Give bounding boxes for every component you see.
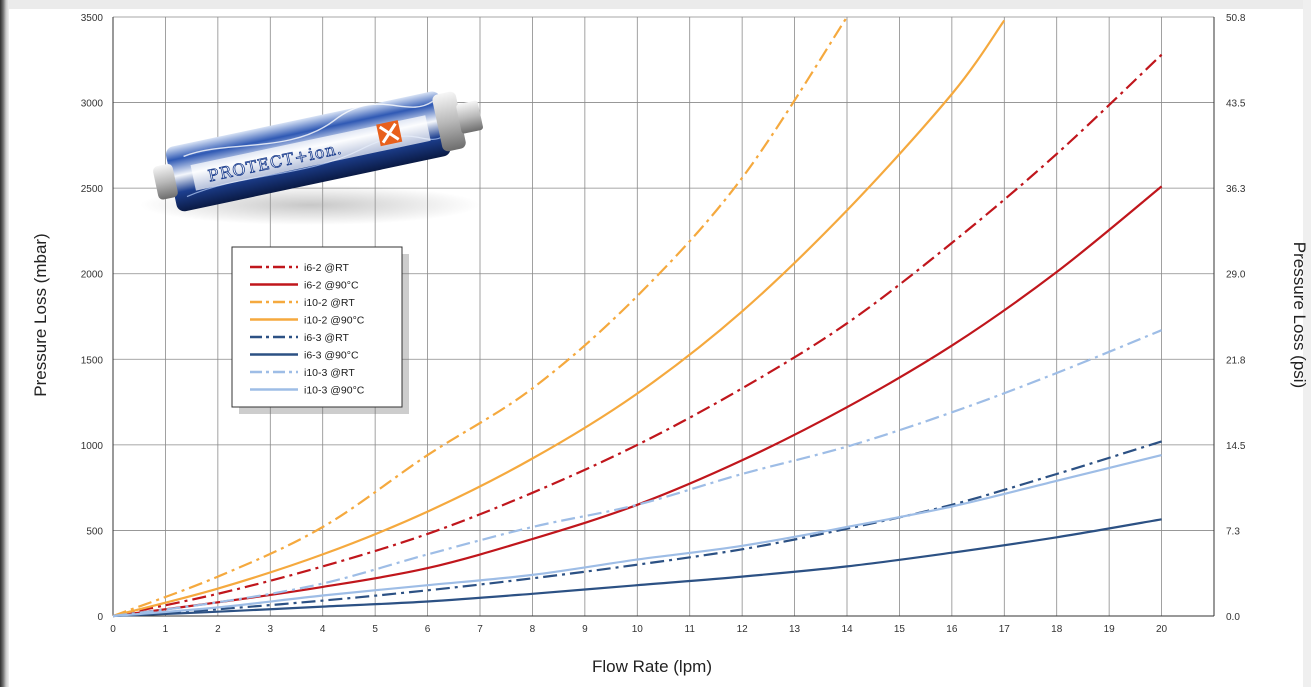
x-tick-label: 10 [632, 624, 644, 635]
x-tick-label: 16 [946, 624, 958, 635]
x-tick-label: 19 [1104, 624, 1116, 635]
series-lines [112, 16, 1163, 618]
y-right-tick-label: 50.8 [1226, 13, 1246, 24]
y-tick-label: 500 [86, 526, 103, 537]
y-right-tick-label: 14.5 [1226, 441, 1246, 452]
y-right-axis-title: Pressure Loss (psi) [1290, 242, 1309, 388]
y-right-tick-label: 7.3 [1226, 526, 1240, 537]
y-axis-title: Pressure Loss (mbar) [31, 233, 50, 396]
series-line-3 [112, 19, 1006, 618]
y-tick-label: 1000 [81, 441, 104, 452]
chart-legend: i6-2 @RT i6-2 @90°C i10-2 @RT i10-2 @90°C i6… [231, 246, 409, 414]
x-tick-label: 1 [163, 624, 169, 635]
x-tick-label: 12 [737, 624, 749, 635]
legend-label: i10-2 @90°C [304, 315, 365, 327]
x-tick-label: 11 [685, 624, 696, 635]
x-tick-label: 15 [894, 624, 906, 635]
x-tick-label: 20 [1156, 624, 1168, 635]
x-tick-label: 5 [372, 624, 378, 635]
tick-labels: 0 1 2 3 4 5 6 7 8 9 10 11 12 13 14 15 16 17 18 19 2005001000… [81, 13, 1246, 635]
series-line-4 [112, 440, 1162, 618]
axes [112, 17, 1215, 617]
x-tick-label: 6 [425, 624, 431, 635]
y-tick-label: 1500 [81, 355, 104, 366]
legend-label: i6-3 @90°C [304, 350, 359, 362]
legend-label: i6-2 @90°C [304, 280, 359, 292]
series-line-0 [112, 53, 1163, 618]
x-tick-label: 0 [110, 624, 116, 635]
y-tick-label: 2000 [81, 270, 104, 281]
product-cartridge-image: PROTECT+ion. [140, 91, 483, 225]
y-tick-label: 0 [97, 612, 103, 623]
y-right-tick-label: 36.3 [1226, 184, 1246, 195]
y-right-tick-label: 43.5 [1226, 99, 1246, 110]
x-tick-label: 7 [477, 624, 483, 635]
y-right-tick-label: 0.0 [1226, 612, 1240, 623]
x-tick-label: 18 [1051, 624, 1063, 635]
y-tick-label: 3000 [81, 99, 104, 110]
series-line-2 [112, 16, 848, 618]
x-tick-label: 17 [999, 624, 1011, 635]
left-frame-strip [0, 0, 9, 687]
y-right-tick-label: 29.0 [1226, 270, 1246, 281]
legend-label: i6-3 @RT [304, 332, 349, 344]
x-tick-label: 3 [268, 624, 274, 635]
x-tick-label: 13 [789, 624, 801, 635]
y-right-tick-label: 21.8 [1226, 355, 1246, 366]
legend-label: i10-3 @RT [304, 367, 355, 379]
x-tick-label: 8 [530, 624, 536, 635]
legend-label: i10-3 @90°C [304, 385, 365, 397]
top-frame-strip [0, 0, 1311, 9]
y-tick-label: 3500 [81, 13, 104, 24]
series-line-5 [112, 518, 1162, 618]
x-axis-title: Flow Rate (lpm) [592, 657, 712, 676]
legend-label: i10-2 @RT [304, 297, 355, 309]
series-line-6 [112, 329, 1163, 618]
x-tick-label: 9 [582, 624, 588, 635]
x-tick-label: 2 [215, 624, 221, 635]
y-tick-label: 2500 [81, 184, 104, 195]
legend-label: i6-2 @RT [304, 262, 349, 274]
right-frame-strip [1303, 0, 1311, 687]
x-tick-label: 14 [841, 624, 853, 635]
x-tick-label: 4 [320, 624, 326, 635]
series-line-7 [112, 454, 1162, 618]
